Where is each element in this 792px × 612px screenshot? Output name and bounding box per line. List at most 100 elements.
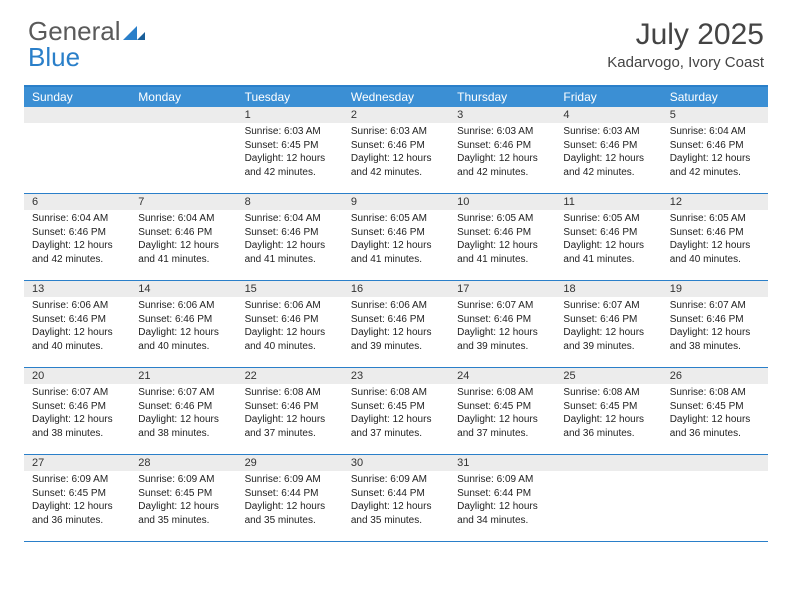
calendar-cell: 23Sunrise: 6:08 AMSunset: 6:45 PMDayligh… <box>343 368 449 454</box>
day-number: 6 <box>24 194 130 210</box>
day-details: Sunrise: 6:04 AMSunset: 6:46 PMDaylight:… <box>237 210 343 272</box>
calendar-cell: 30Sunrise: 6:09 AMSunset: 6:44 PMDayligh… <box>343 455 449 541</box>
calendar-cell: 26Sunrise: 6:08 AMSunset: 6:45 PMDayligh… <box>662 368 768 454</box>
calendar-cell: 16Sunrise: 6:06 AMSunset: 6:46 PMDayligh… <box>343 281 449 367</box>
day-number <box>662 455 768 471</box>
day-header: Sunday <box>24 87 130 107</box>
calendar-week: 1Sunrise: 6:03 AMSunset: 6:45 PMDaylight… <box>24 107 768 194</box>
day-details: Sunrise: 6:08 AMSunset: 6:45 PMDaylight:… <box>343 384 449 446</box>
day-details: Sunrise: 6:06 AMSunset: 6:46 PMDaylight:… <box>237 297 343 359</box>
day-details: Sunrise: 6:09 AMSunset: 6:45 PMDaylight:… <box>130 471 236 533</box>
day-details: Sunrise: 6:09 AMSunset: 6:45 PMDaylight:… <box>24 471 130 533</box>
day-number: 27 <box>24 455 130 471</box>
page-title: July 2025 <box>607 18 764 52</box>
page-subtitle: Kadarvogo, Ivory Coast <box>607 54 764 71</box>
day-details: Sunrise: 6:06 AMSunset: 6:46 PMDaylight:… <box>24 297 130 359</box>
calendar-cell: 24Sunrise: 6:08 AMSunset: 6:45 PMDayligh… <box>449 368 555 454</box>
calendar-cell: 25Sunrise: 6:08 AMSunset: 6:45 PMDayligh… <box>555 368 661 454</box>
day-header: Monday <box>130 87 236 107</box>
day-details: Sunrise: 6:06 AMSunset: 6:46 PMDaylight:… <box>130 297 236 359</box>
day-number: 30 <box>343 455 449 471</box>
day-number: 17 <box>449 281 555 297</box>
calendar-cell <box>555 455 661 541</box>
day-details: Sunrise: 6:03 AMSunset: 6:46 PMDaylight:… <box>449 123 555 185</box>
calendar-cell: 6Sunrise: 6:04 AMSunset: 6:46 PMDaylight… <box>24 194 130 280</box>
calendar-cell: 15Sunrise: 6:06 AMSunset: 6:46 PMDayligh… <box>237 281 343 367</box>
calendar-cell: 7Sunrise: 6:04 AMSunset: 6:46 PMDaylight… <box>130 194 236 280</box>
calendar-cell: 4Sunrise: 6:03 AMSunset: 6:46 PMDaylight… <box>555 107 661 193</box>
calendar-week: 6Sunrise: 6:04 AMSunset: 6:46 PMDaylight… <box>24 194 768 281</box>
day-number: 7 <box>130 194 236 210</box>
day-header: Thursday <box>449 87 555 107</box>
calendar-cell: 1Sunrise: 6:03 AMSunset: 6:45 PMDaylight… <box>237 107 343 193</box>
day-details: Sunrise: 6:05 AMSunset: 6:46 PMDaylight:… <box>343 210 449 272</box>
day-number: 21 <box>130 368 236 384</box>
calendar-cell: 10Sunrise: 6:05 AMSunset: 6:46 PMDayligh… <box>449 194 555 280</box>
day-details: Sunrise: 6:04 AMSunset: 6:46 PMDaylight:… <box>24 210 130 272</box>
calendar-cell: 20Sunrise: 6:07 AMSunset: 6:46 PMDayligh… <box>24 368 130 454</box>
calendar-cell: 29Sunrise: 6:09 AMSunset: 6:44 PMDayligh… <box>237 455 343 541</box>
calendar-cell: 5Sunrise: 6:04 AMSunset: 6:46 PMDaylight… <box>662 107 768 193</box>
day-number: 1 <box>237 107 343 123</box>
day-header: Friday <box>555 87 661 107</box>
day-number: 2 <box>343 107 449 123</box>
day-number: 29 <box>237 455 343 471</box>
calendar: Sunday Monday Tuesday Wednesday Thursday… <box>24 85 768 542</box>
calendar-cell <box>130 107 236 193</box>
calendar-cell: 17Sunrise: 6:07 AMSunset: 6:46 PMDayligh… <box>449 281 555 367</box>
calendar-cell: 14Sunrise: 6:06 AMSunset: 6:46 PMDayligh… <box>130 281 236 367</box>
day-details: Sunrise: 6:08 AMSunset: 6:45 PMDaylight:… <box>662 384 768 446</box>
title-block: July 2025 Kadarvogo, Ivory Coast <box>607 18 764 71</box>
logo-icon <box>123 16 145 46</box>
day-number <box>130 107 236 123</box>
calendar-week: 27Sunrise: 6:09 AMSunset: 6:45 PMDayligh… <box>24 455 768 542</box>
day-details: Sunrise: 6:09 AMSunset: 6:44 PMDaylight:… <box>343 471 449 533</box>
day-details: Sunrise: 6:09 AMSunset: 6:44 PMDaylight:… <box>237 471 343 533</box>
day-number: 28 <box>130 455 236 471</box>
calendar-cell: 2Sunrise: 6:03 AMSunset: 6:46 PMDaylight… <box>343 107 449 193</box>
day-number: 31 <box>449 455 555 471</box>
day-number: 18 <box>555 281 661 297</box>
calendar-cell: 21Sunrise: 6:07 AMSunset: 6:46 PMDayligh… <box>130 368 236 454</box>
day-details: Sunrise: 6:08 AMSunset: 6:45 PMDaylight:… <box>449 384 555 446</box>
brand-part2: Blue <box>28 44 145 70</box>
day-number: 8 <box>237 194 343 210</box>
calendar-cell: 31Sunrise: 6:09 AMSunset: 6:44 PMDayligh… <box>449 455 555 541</box>
day-number <box>24 107 130 123</box>
day-number: 14 <box>130 281 236 297</box>
day-number: 4 <box>555 107 661 123</box>
calendar-cell <box>662 455 768 541</box>
calendar-cell: 12Sunrise: 6:05 AMSunset: 6:46 PMDayligh… <box>662 194 768 280</box>
day-details: Sunrise: 6:03 AMSunset: 6:45 PMDaylight:… <box>237 123 343 185</box>
day-details: Sunrise: 6:03 AMSunset: 6:46 PMDaylight:… <box>343 123 449 185</box>
day-number: 3 <box>449 107 555 123</box>
day-number: 15 <box>237 281 343 297</box>
calendar-cell: 19Sunrise: 6:07 AMSunset: 6:46 PMDayligh… <box>662 281 768 367</box>
day-number <box>555 455 661 471</box>
day-details: Sunrise: 6:04 AMSunset: 6:46 PMDaylight:… <box>130 210 236 272</box>
day-details: Sunrise: 6:06 AMSunset: 6:46 PMDaylight:… <box>343 297 449 359</box>
calendar-cell: 22Sunrise: 6:08 AMSunset: 6:46 PMDayligh… <box>237 368 343 454</box>
calendar-week: 13Sunrise: 6:06 AMSunset: 6:46 PMDayligh… <box>24 281 768 368</box>
day-number: 5 <box>662 107 768 123</box>
day-details: Sunrise: 6:07 AMSunset: 6:46 PMDaylight:… <box>662 297 768 359</box>
day-number: 24 <box>449 368 555 384</box>
day-header: Saturday <box>662 87 768 107</box>
day-number: 16 <box>343 281 449 297</box>
day-details: Sunrise: 6:05 AMSunset: 6:46 PMDaylight:… <box>555 210 661 272</box>
calendar-cell: 13Sunrise: 6:06 AMSunset: 6:46 PMDayligh… <box>24 281 130 367</box>
day-details: Sunrise: 6:08 AMSunset: 6:46 PMDaylight:… <box>237 384 343 446</box>
calendar-cell: 3Sunrise: 6:03 AMSunset: 6:46 PMDaylight… <box>449 107 555 193</box>
day-number: 10 <box>449 194 555 210</box>
day-details: Sunrise: 6:07 AMSunset: 6:46 PMDaylight:… <box>130 384 236 446</box>
day-details: Sunrise: 6:07 AMSunset: 6:46 PMDaylight:… <box>449 297 555 359</box>
day-details: Sunrise: 6:09 AMSunset: 6:44 PMDaylight:… <box>449 471 555 533</box>
day-details: Sunrise: 6:05 AMSunset: 6:46 PMDaylight:… <box>449 210 555 272</box>
day-details: Sunrise: 6:08 AMSunset: 6:45 PMDaylight:… <box>555 384 661 446</box>
calendar-cell: 18Sunrise: 6:07 AMSunset: 6:46 PMDayligh… <box>555 281 661 367</box>
day-details: Sunrise: 6:07 AMSunset: 6:46 PMDaylight:… <box>24 384 130 446</box>
day-number: 26 <box>662 368 768 384</box>
day-details: Sunrise: 6:05 AMSunset: 6:46 PMDaylight:… <box>662 210 768 272</box>
day-header: Wednesday <box>343 87 449 107</box>
calendar-week: 20Sunrise: 6:07 AMSunset: 6:46 PMDayligh… <box>24 368 768 455</box>
